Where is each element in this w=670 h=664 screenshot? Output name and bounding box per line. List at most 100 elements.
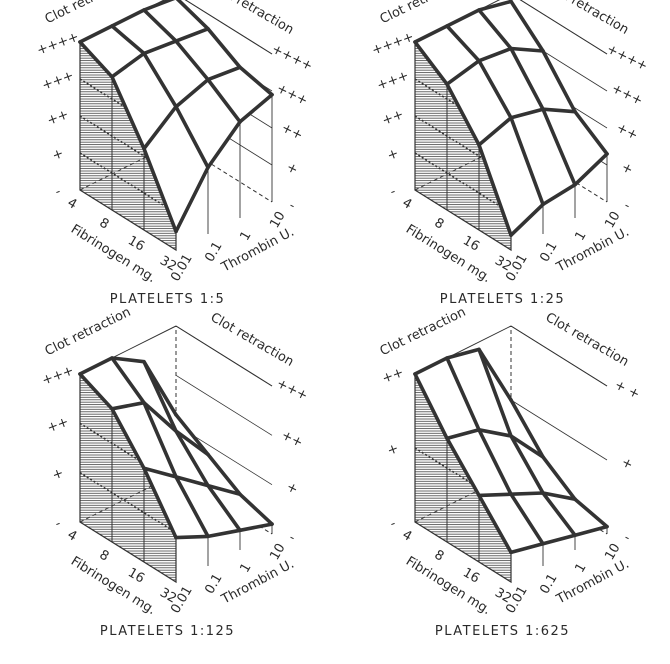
surface-line-fibrinogen-16 — [142, 65, 242, 151]
fibrinogen-tick: 32 — [157, 253, 179, 274]
chart-caption: PLATELETS 1:625 — [434, 624, 571, 639]
chart-panel-2: Clot retraction Clot retraction ++++ +++ ++ +… — [335, 0, 670, 332]
thrombin-tick: 10 — [602, 541, 623, 563]
floor-right-edge — [175, 141, 273, 203]
z-tick-left: + — [50, 146, 65, 164]
surface-patch — [144, 0, 208, 42]
surface-plot-2: Clot retraction Clot retraction++++++++++… — [370, 0, 650, 286]
surface-line-thrombin-10 — [175, 0, 274, 97]
thrombin-tick: 1 — [572, 561, 589, 576]
surface-line-fibrinogen-8 — [110, 26, 210, 79]
z-tick-left: + — [385, 146, 400, 164]
z-tick-left: +++ — [40, 363, 76, 388]
fibrinogen-tick: 8 — [432, 215, 447, 232]
right-wall-gridline — [175, 374, 273, 436]
fibrinogen-axis-label: Fibrinogen mg. — [68, 222, 158, 286]
surface-patch — [479, 494, 543, 553]
thrombin-tick: 10 — [267, 209, 288, 231]
surface-patch — [144, 468, 208, 538]
chart-caption: PLATELETS 1:25 — [439, 292, 566, 307]
right-wall-gridline — [175, 325, 273, 387]
z-tick-right: + + — [612, 378, 642, 403]
fibrinogen-tick: 32 — [157, 585, 179, 606]
z-tick-left: +++ — [40, 68, 76, 93]
right-wall-gridline — [510, 399, 608, 461]
surface-line-thrombin-0.1 — [445, 356, 545, 546]
surface-line-fibrinogen-16 — [142, 466, 242, 497]
fibrinogen-axis-label: Fibrinogen mg. — [403, 222, 493, 286]
chart-caption: PLATELETS 1:125 — [99, 624, 236, 639]
fibrinogen-tick: 16 — [125, 565, 147, 586]
z-tick-right: ++++ — [604, 42, 650, 75]
surface-patch — [543, 109, 607, 185]
z-label-right: Clot retraction — [543, 0, 631, 38]
surface-patch — [208, 485, 272, 531]
left-wall-level — [79, 115, 177, 177]
fibrinogen-tick: 16 — [460, 233, 482, 254]
surface-patch — [176, 431, 240, 495]
fibrinogen-tick: 16 — [125, 233, 147, 254]
surface-patch — [511, 109, 575, 205]
surface-line-thrombin-1 — [142, 8, 242, 124]
surface-line-thrombin-1 — [477, 8, 577, 187]
surface-patch — [80, 358, 144, 409]
surface-patch — [511, 493, 575, 544]
chart-caption: PLATELETS 1:5 — [109, 292, 226, 307]
surface-line-thrombin-0.1 — [110, 24, 210, 170]
surface-line-fibrinogen-32 — [509, 524, 609, 555]
thrombin-tick: 0.01 — [503, 252, 530, 285]
thrombin-axis-label: Thrombin U. — [218, 225, 296, 276]
surface-plot-4: Clot retraction Clot retraction+++-+ ++-4… — [378, 305, 642, 618]
z-tick-right: ++ — [279, 428, 305, 451]
right-wall-gridline — [184, 0, 273, 55]
z-tick-left: ++ — [380, 365, 406, 387]
surface-line-thrombin-0.1 — [110, 356, 210, 539]
surface-line-thrombin-10 — [509, 0, 609, 156]
surface-patch — [479, 1, 543, 51]
fibrinogen-tick: 16 — [460, 565, 482, 586]
thrombin-tick: 10 — [602, 209, 623, 231]
thrombin-tick: 1 — [572, 229, 589, 244]
fibrinogen-tick: 4 — [65, 527, 80, 544]
surface-line-fibrinogen-8 — [445, 46, 545, 86]
thrombin-axis-label: Thrombin U. — [218, 557, 296, 608]
thrombin-tick: 0.01 — [503, 584, 530, 617]
z-tick-right: +++ — [274, 81, 310, 109]
z-tick-right: +++ — [609, 81, 645, 109]
surface-line-thrombin-1 — [477, 347, 577, 537]
thrombin-axis-label: Thrombin U. — [553, 557, 631, 608]
chart-panel-3: Clot retraction Clot retraction +++ ++ + - +++… — [0, 305, 335, 664]
left-wall-level — [414, 115, 512, 177]
surface-patch — [511, 48, 575, 112]
z-tick-right: ++++ — [269, 42, 315, 75]
surface-patch — [511, 436, 575, 500]
surface-line-fibrinogen-4 — [78, 356, 178, 417]
right-wall-gridline — [519, 0, 608, 55]
z-tick-left: + — [385, 441, 400, 459]
z-tick-right: + — [284, 480, 300, 498]
surface-line-fibrinogen-8 — [445, 428, 545, 459]
fibrinogen-axis-label: Fibrinogen mg. — [68, 554, 158, 618]
fibrinogen-tick: 4 — [65, 195, 80, 212]
surface-line-fibrinogen-4 — [413, 0, 513, 44]
surface-patch — [447, 10, 511, 61]
surface-line-thrombin-0.01 — [78, 372, 178, 540]
left-wall-level — [79, 471, 177, 534]
chart-panel-4: Clot retraction Clot retraction ++ + - + + + -4… — [335, 305, 670, 664]
z-tick-left: ++++ — [370, 30, 416, 59]
left-wall-level — [79, 152, 177, 214]
z-tick-left: +++ — [375, 68, 411, 93]
surface-patch — [144, 402, 208, 486]
z-tick-right: - — [622, 198, 633, 214]
thrombin-tick: 10 — [267, 541, 288, 563]
left-wall-level — [79, 422, 177, 485]
surface-line-fibrinogen-32 — [174, 92, 274, 234]
fibrinogen-tick: 4 — [400, 527, 415, 544]
z-tick-left: ++ — [380, 107, 406, 129]
surface-line-thrombin-0.01 — [413, 372, 513, 555]
surface-patch — [543, 493, 607, 536]
surface-line-thrombin-0.01 — [78, 40, 178, 234]
z-tick-right: - — [622, 530, 633, 546]
surface-patch — [447, 349, 511, 436]
left-wall-level — [414, 152, 512, 214]
